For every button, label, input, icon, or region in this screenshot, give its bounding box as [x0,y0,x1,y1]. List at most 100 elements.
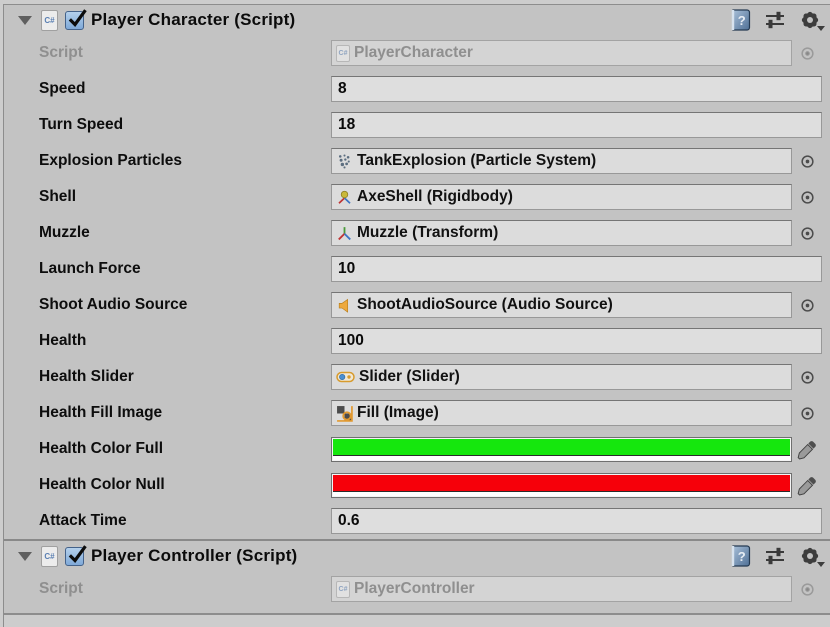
attack-time-label: Attack Time [39,512,127,529]
enabled-checkbox[interactable] [65,8,87,30]
inspector-row-muzzle: Muzzle Muzzle (Transform) [4,215,830,251]
gear-icon[interactable] [798,544,825,568]
script-object-field[interactable]: C# PlayerController [331,576,792,602]
component-header: C# Player Controller (Script) ? [4,541,830,571]
rigidbody-icon [336,189,353,206]
script-object-field[interactable]: C# PlayerCharacter [331,40,792,66]
eyedropper-icon[interactable] [792,472,822,498]
health-color-full-label: Health Color Full [39,440,163,457]
health-slider-label: Health Slider [39,368,134,385]
explosion-particles-label: Explosion Particles [39,152,182,169]
component-player-controller: C# Player Controller (Script) ? Script C#… [4,539,830,607]
component-rows: Script C#PlayerCharacter Speed Turn Speed Ex… [4,35,830,539]
shoot-audio-source-label: Shoot Audio Source [39,296,188,313]
particle-system-icon [336,153,353,170]
inspector-row-explosion-particles: Explosion Particles TankExplosion (Partic… [4,143,830,179]
svg-text:?: ? [737,13,745,28]
gear-icon[interactable] [798,8,825,32]
alpha-bar [333,454,790,460]
inspector-row-health-color-null: Health Color Null [4,467,830,503]
health-slider-object-value: Slider (Slider) [359,368,460,385]
panel-bottom-gap [4,607,830,613]
gear-dropdown-arrow-icon [817,562,825,567]
inspector-row-health-fill-image: Health Fill Image Fill (Image) [4,395,830,431]
inspector-row-health-color-full: Health Color Full [4,431,830,467]
muzzle-label: Muzzle [39,224,90,241]
audio-source-icon [336,297,353,314]
foldout-triangle-icon[interactable] [18,15,32,25]
component-rows: Script C# PlayerController [4,571,830,607]
help-icon[interactable]: ? [728,8,752,32]
ui-image-icon [336,405,353,422]
speed-field[interactable] [331,76,822,102]
inspector-panel: C# Player Character (Script) ? Script C# P… [3,4,830,627]
script-label: Script [39,580,83,597]
launch-force-field[interactable] [331,256,822,282]
shell-label: Shell [39,188,77,205]
ui-slider-icon [336,370,355,384]
eyedropper-icon[interactable] [792,436,822,462]
presets-icon[interactable] [763,544,787,568]
health-field[interactable] [331,328,822,354]
object-picker-icon[interactable] [792,400,822,426]
inspector-row-launch-force: Launch Force [4,251,830,287]
inspector-row-shell: Shell AxeShell (Rigidbody) [4,179,830,215]
foldout-triangle-icon[interactable] [18,551,32,561]
alpha-bar [333,490,790,496]
csharp-script-icon: C# [41,9,58,31]
csharp-script-icon: C# [336,580,350,598]
muzzle-object-value: Muzzle (Transform) [357,224,499,241]
enabled-checkbox[interactable] [65,544,87,566]
launch-force-label: Launch Force [39,260,141,277]
component-title: Player Controller (Script) [91,546,298,565]
object-picker-icon[interactable] [792,148,822,174]
turn-speed-label: Turn Speed [39,116,124,133]
object-picker-icon[interactable] [792,576,822,602]
health-color-null-color-swatch[interactable] [331,472,792,498]
component-player-character: C# Player Character (Script) ? Script C# P… [4,5,830,539]
turn-speed-field[interactable] [331,112,822,138]
speed-label: Speed [39,80,86,97]
gear-dropdown-arrow-icon [817,26,825,31]
explosion-particles-object-field[interactable]: TankExplosion (Particle System) [331,148,792,174]
inspector-row-script: Script C# PlayerCharacter [4,35,830,71]
object-picker-icon[interactable] [792,364,822,390]
presets-icon[interactable] [763,8,787,32]
inspector-row-speed: Speed [4,71,830,107]
health-fill-image-object-value: Fill (Image) [357,404,439,421]
shoot-audio-source-object-value: ShootAudioSource (Audio Source) [357,296,613,313]
health-label: Health [39,332,87,349]
shell-object-field[interactable]: AxeShell (Rigidbody) [331,184,792,210]
inspector-row-health: Health [4,323,830,359]
help-icon[interactable]: ? [728,544,752,568]
panel-bottom-strip [4,613,830,627]
object-picker-icon[interactable] [792,220,822,246]
explosion-particles-object-value: TankExplosion (Particle System) [357,152,597,169]
shell-object-value: AxeShell (Rigidbody) [357,188,513,205]
object-picker-icon[interactable] [792,40,822,66]
inspector-row-script: Script C# PlayerController [4,571,830,607]
inspector-row-attack-time: Attack Time [4,503,830,539]
csharp-script-icon: C# [336,44,350,62]
component-title: Player Character (Script) [91,10,296,29]
script-label: Script [39,44,83,61]
health-slider-object-field[interactable]: Slider (Slider) [331,364,792,390]
muzzle-object-field[interactable]: Muzzle (Transform) [331,220,792,246]
inspector-row-health-slider: Health Slider Slider (Slider) [4,359,830,395]
svg-text:?: ? [737,549,745,564]
attack-time-field[interactable] [331,508,822,534]
color-value [333,438,790,455]
health-fill-image-object-field[interactable]: Fill (Image) [331,400,792,426]
inspector-row-shoot-audio-source: Shoot Audio Source ShootAudioSource (Audi… [4,287,830,323]
object-picker-icon[interactable] [792,184,822,210]
inspector-row-turn-speed: Turn Speed [4,107,830,143]
csharp-script-icon: C# [41,545,58,567]
health-color-null-label: Health Color Null [39,476,165,493]
script-object-value: PlayerCharacter [354,44,473,61]
script-object-value: PlayerController [354,580,475,597]
component-header: C# Player Character (Script) ? [4,5,830,35]
health-color-full-color-swatch[interactable] [331,436,792,462]
shoot-audio-source-object-field[interactable]: ShootAudioSource (Audio Source) [331,292,792,318]
object-picker-icon[interactable] [792,292,822,318]
color-value [333,474,790,491]
